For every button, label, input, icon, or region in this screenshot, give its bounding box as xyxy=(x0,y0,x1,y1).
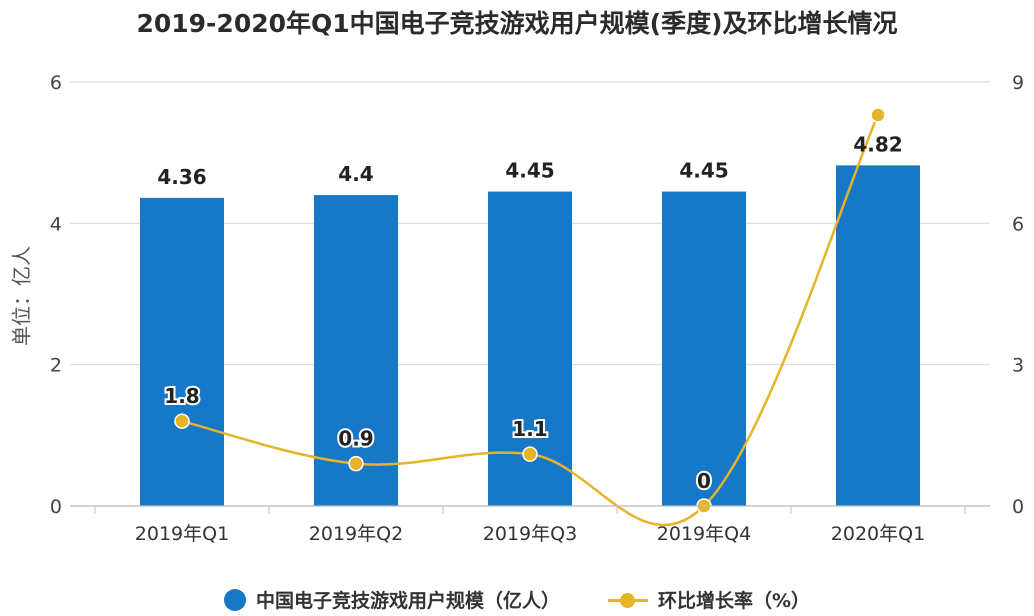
bar xyxy=(662,191,746,507)
x-tick-label: 2019年Q4 xyxy=(657,523,751,545)
growth-rate-point xyxy=(348,455,364,472)
x-tick-label: 2019年Q1 xyxy=(135,523,229,545)
bar xyxy=(314,195,398,507)
bar xyxy=(836,165,920,507)
y2-tick-label: 6 xyxy=(1012,213,1024,235)
line-value-label: 1.1 xyxy=(512,417,547,441)
legend-bar-marker xyxy=(223,588,246,611)
bar-value-label: 4.45 xyxy=(679,159,728,183)
bar-value-label: 4.36 xyxy=(157,165,206,189)
bar-value-label: 4.45 xyxy=(505,159,554,183)
x-tick-label: 2019年Q2 xyxy=(309,523,403,545)
legend: 中国电子竞技游戏用户规模（亿人） 环比增长率（%） xyxy=(0,586,1034,613)
y-axis-label: 单位：亿人 xyxy=(9,246,34,346)
x-tick-label: 2019年Q3 xyxy=(483,523,577,545)
legend-item-line: 环比增长率（%） xyxy=(607,586,811,613)
line-value-label: 0.9 xyxy=(338,427,373,451)
growth-rate-line xyxy=(181,114,880,527)
bar xyxy=(140,197,224,507)
y2-tick-label: 9 xyxy=(1012,72,1024,94)
line-series xyxy=(174,107,886,527)
y-tick-label: 4 xyxy=(50,213,62,235)
bar-value-label: 4.82 xyxy=(853,132,902,156)
line-value-label: 1.8 xyxy=(164,384,199,408)
y2-tick-label: 0 xyxy=(1012,496,1024,518)
growth-rate-point xyxy=(870,107,886,123)
legend-line-marker xyxy=(607,592,648,608)
y-tick-label: 6 xyxy=(50,72,62,94)
y2-tick-label: 3 xyxy=(1012,355,1024,377)
y-tick-label: 0 xyxy=(50,496,62,518)
data-labels: 4.36 4.4 4.45 4.45 4.82 1.8 0.9 1.1 0 xyxy=(157,132,902,495)
growth-rate-point xyxy=(522,446,538,462)
legend-bar-label: 中国电子竞技游戏用户规模（亿人） xyxy=(255,590,560,612)
bar-value-label: 4.4 xyxy=(338,162,373,186)
growth-rate-point xyxy=(174,413,190,429)
y-tick-label: 2 xyxy=(50,355,62,377)
legend-item-bars: 中国电子竞技游戏用户规模（亿人） xyxy=(223,586,560,613)
line-value-label: 0 xyxy=(697,469,711,493)
x-tick-label: 2020年Q1 xyxy=(831,523,925,545)
chart-title: 2019-2020年Q1中国电子竞技游戏用户规模(季度)及环比增长情况 xyxy=(136,9,898,38)
axes: 0 2 4 6 0 3 6 9 2019年Q1 2019年Q2 2019年Q3 2019年Q4 2020… xyxy=(50,72,1024,545)
legend-line-label: 环比增长率（%） xyxy=(657,590,811,612)
